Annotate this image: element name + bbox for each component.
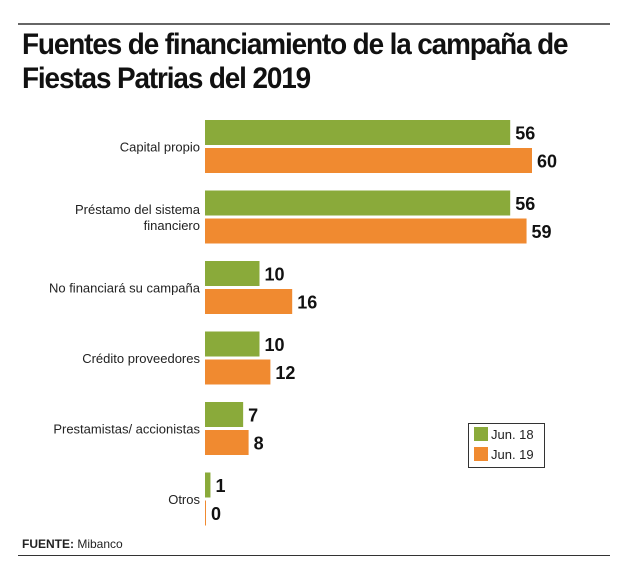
top-rule: [18, 23, 610, 25]
data-label: 59: [532, 222, 552, 242]
data-label: 56: [515, 124, 535, 144]
category-label: Préstamo del sistema: [75, 202, 201, 217]
data-label: 12: [275, 363, 295, 383]
source-label: FUENTE:: [22, 537, 74, 551]
data-label: 10: [265, 335, 285, 355]
data-label: 16: [297, 293, 317, 313]
category-label: No financiará su campaña: [49, 281, 201, 296]
legend-swatch: [474, 447, 488, 461]
bar: [205, 472, 211, 498]
bar: [205, 289, 293, 314]
chart-title: Fuentes de financiamiento de la campaña …: [22, 28, 569, 95]
data-label: 56: [515, 194, 535, 214]
bar: [205, 190, 511, 216]
legend-item: Jun. 19: [469, 444, 544, 464]
source-note: FUENTE: Mibanco: [22, 537, 123, 551]
bar: [205, 331, 260, 357]
bar: [205, 402, 244, 427]
bar: [205, 148, 532, 173]
bar: [205, 218, 527, 244]
legend-label: Jun. 18: [491, 426, 534, 442]
source-value: Mibanco: [77, 537, 123, 551]
category-label: Otros: [168, 492, 200, 507]
bar: [205, 261, 260, 286]
legend-item: Jun. 18: [469, 424, 544, 444]
category-label: Prestamistas/ accionistas: [53, 422, 200, 437]
bar: [205, 359, 271, 385]
legend-label: Jun. 19: [491, 446, 534, 462]
category-label: financiero: [144, 218, 200, 233]
legend: Jun. 18 Jun. 19: [468, 423, 545, 468]
data-label: 1: [215, 476, 225, 496]
data-label: 0: [211, 504, 221, 524]
category-label: Capital propio: [120, 140, 200, 155]
data-label: 60: [537, 152, 557, 172]
category-label: Crédito proveedores: [82, 351, 200, 366]
data-label: 7: [248, 406, 258, 426]
data-label: 10: [265, 265, 285, 285]
bar: [205, 120, 511, 145]
bottom-rule: [18, 555, 610, 556]
data-label: 8: [254, 434, 264, 454]
legend-swatch: [474, 427, 488, 441]
bar: [205, 430, 249, 455]
bar: [205, 500, 206, 526]
